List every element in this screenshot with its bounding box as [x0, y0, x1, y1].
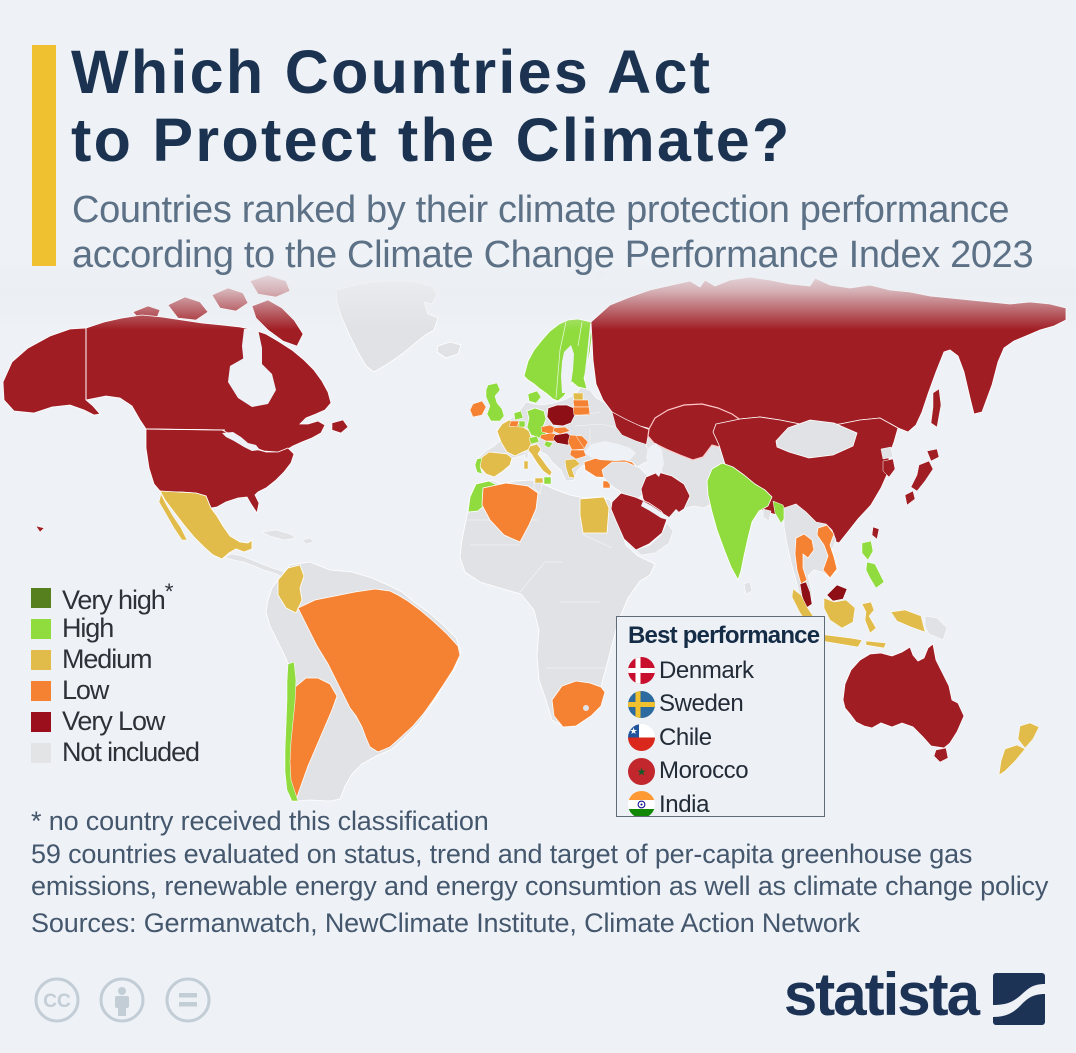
svg-text:statista: statista [784, 963, 981, 1028]
svg-text:CC: CC [43, 991, 71, 1012]
svg-text:★: ★ [637, 766, 647, 778]
svg-text:★: ★ [629, 726, 637, 736]
